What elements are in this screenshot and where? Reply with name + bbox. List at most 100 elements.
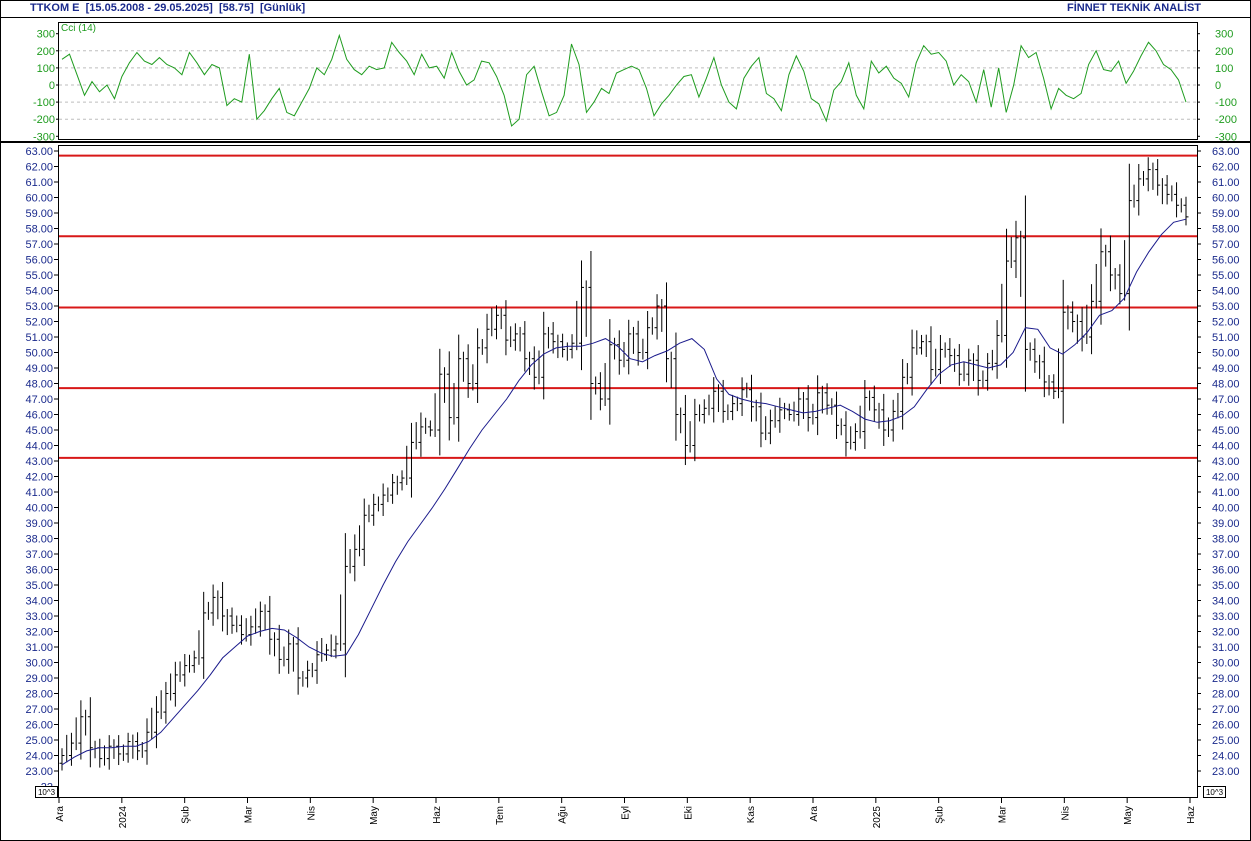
- price-tick-left: 41.00: [25, 487, 53, 499]
- cci-tick-left: -300: [33, 131, 55, 143]
- cci-tick-left: 300: [37, 29, 55, 41]
- cci-panel: 300 300 200 200 100 100 0 0 -100 -100 -200 -200 -300…: [33, 22, 1237, 144]
- price-tick-right: 28.00: [1212, 689, 1240, 701]
- x-tick-label: Mar: [244, 805, 255, 823]
- price-tick-right: 41.00: [1212, 487, 1240, 499]
- x-tick-label: Ara: [809, 806, 820, 822]
- x-tick-label: 2025: [872, 806, 883, 829]
- price-tick-left: 61.00: [25, 177, 53, 189]
- x-tick-label: Eyl: [621, 806, 632, 820]
- price-tick-right: 24.00: [1212, 751, 1240, 763]
- cci-tick-left: -200: [33, 114, 55, 126]
- x-tick-label: Ağu: [558, 806, 569, 824]
- price-tick-left: 49.00: [25, 363, 53, 375]
- price-tick-right: 51.00: [1212, 332, 1240, 344]
- price-tick-right: 25.00: [1212, 735, 1240, 747]
- price-tick-left: 42.00: [25, 472, 53, 484]
- x-tick-label: Şub: [181, 806, 192, 824]
- price-tick-left: 62.00: [25, 162, 53, 174]
- price-tick-left: 63.00: [25, 146, 53, 158]
- price-tick-left: 31.00: [25, 642, 53, 654]
- price-tick-left: 51.00: [25, 332, 53, 344]
- price-tick-right: 56.00: [1212, 255, 1240, 267]
- price-tick-right: 33.00: [1212, 611, 1240, 623]
- price-tick-left: 44.00: [25, 441, 53, 453]
- cci-title: Cci (14): [61, 23, 96, 34]
- cci-tick-right: 0: [1215, 80, 1221, 92]
- period-label: [Günlük]: [259, 2, 306, 14]
- price-tick-left: 35.00: [25, 580, 53, 592]
- price-tick-left: 27.00: [25, 704, 53, 716]
- price-tick-left: 28.00: [25, 689, 53, 701]
- price-tick-right: 43.00: [1212, 456, 1240, 468]
- price-tick-right: 23.00: [1212, 766, 1240, 778]
- cci-y-axis: 300 300 200 200 100 100 0 0 -100 -100 -200 -200 -300…: [33, 29, 1237, 144]
- price-tick-right: 34.00: [1212, 596, 1240, 608]
- price-tick-left: 55.00: [25, 270, 53, 282]
- price-tick-right: 46.00: [1212, 410, 1240, 422]
- price-tick-right: 31.00: [1212, 642, 1240, 654]
- x-tick-label: Tem: [495, 806, 506, 825]
- x-tick-label: Haz: [1186, 806, 1197, 824]
- price-tick-left: 46.00: [25, 410, 53, 422]
- price-tick-right: 58.00: [1212, 224, 1240, 236]
- x-tick-label: Haz: [432, 806, 443, 824]
- date-range-label: [15.05.2008 - 29.05.2025]: [85, 2, 213, 14]
- price-tick-left: 34.00: [25, 596, 53, 608]
- scale-box-left: [35, 786, 58, 798]
- price-tick-left: 43.00: [25, 456, 53, 468]
- cci-grid: [59, 50, 1197, 120]
- scale-note-right: 10^3: [1206, 788, 1224, 797]
- scale-box-right: [1203, 786, 1226, 798]
- price-tick-right: 63.00: [1212, 146, 1240, 158]
- x-tick-label: Eki: [683, 806, 694, 820]
- cci-tick-left: -100: [33, 97, 55, 109]
- cci-tick-right: -100: [1215, 97, 1237, 109]
- time-axis: Ara 2024 Şub Mar Nis May Haz Tem Ağu Eyl Eki Kas Ara…: [55, 798, 1197, 828]
- price-tick-right: 53.00: [1212, 301, 1240, 313]
- price-tick-left: 38.00: [25, 534, 53, 546]
- cci-tick-right: -200: [1215, 114, 1237, 126]
- price-tick-right: 49.00: [1212, 363, 1240, 375]
- x-tick-label: Nis: [306, 806, 317, 820]
- price-tick-right: 32.00: [1212, 627, 1240, 639]
- price-tick-left: 36.00: [25, 565, 53, 577]
- price-tick-left: 23.00: [25, 766, 53, 778]
- price-tick-left: 30.00: [25, 658, 53, 670]
- price-tick-right: 52.00: [1212, 317, 1240, 329]
- price-tick-right: 44.00: [1212, 441, 1240, 453]
- price-tick-left: 29.00: [25, 673, 53, 685]
- x-tick-label: May: [369, 806, 380, 825]
- chart-header: TTKOM E [15.05.2008 - 29.05.2025] [58.75…: [30, 2, 305, 14]
- price-tick-left: 39.00: [25, 518, 53, 530]
- price-tick-left: 40.00: [25, 503, 53, 515]
- price-tick-right: 35.00: [1212, 580, 1240, 592]
- price-tick-right: 57.00: [1212, 239, 1240, 251]
- price-tick-right: 29.00: [1212, 673, 1240, 685]
- price-tick-right: 54.00: [1212, 286, 1240, 298]
- cci-tick-right: -300: [1215, 131, 1237, 143]
- price-panel: 63.00 63.00 62.00 62.00 61.00 61.00 60.00 60.00…: [25, 145, 1240, 828]
- price-tick-right: 38.00: [1212, 534, 1240, 546]
- price-tick-left: 33.00: [25, 611, 53, 623]
- price-tick-right: 61.00: [1212, 177, 1240, 189]
- price-tick-left: 57.00: [25, 239, 53, 251]
- last-price-label: [58.75]: [218, 2, 254, 14]
- moving-average-line: [61, 218, 1187, 766]
- price-tick-left: 53.00: [25, 301, 53, 313]
- price-tick-right: 59.00: [1212, 208, 1240, 220]
- brand-label: FİNNET TEKNİK ANALİST: [1066, 2, 1201, 14]
- price-tick-right: 40.00: [1212, 503, 1240, 515]
- price-plot-area: [58, 145, 1198, 798]
- cci-tick-left: 200: [37, 46, 55, 58]
- resistance-lines: [59, 154, 1197, 459]
- price-tick-right: 47.00: [1212, 394, 1240, 406]
- cci-line: [61, 33, 1187, 127]
- price-tick-right: 30.00: [1212, 658, 1240, 670]
- x-tick-label: Mar: [998, 805, 1009, 823]
- price-tick-right: 48.00: [1212, 379, 1240, 391]
- x-tick-label: Ara: [55, 806, 66, 822]
- price-tick-right: 62.00: [1212, 162, 1240, 174]
- cci-tick-right: 200: [1215, 46, 1233, 58]
